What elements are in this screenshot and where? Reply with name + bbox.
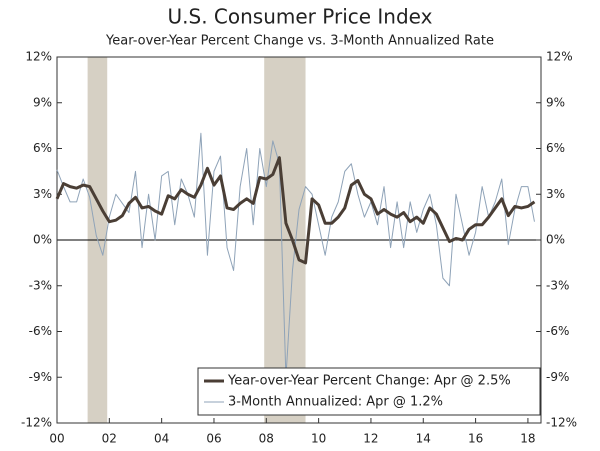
x-tick-label: 16 [468, 432, 483, 446]
x-tick-label: 06 [206, 432, 221, 446]
chart-subtitle: Year-over-Year Percent Change vs. 3-Mont… [105, 34, 494, 49]
y2-tick-label: 9% [546, 95, 565, 109]
y-tick-label: 12% [25, 50, 52, 64]
x-tick-label: 12 [363, 432, 378, 446]
y-tick-label: 0% [33, 233, 52, 247]
y-tick-label: -6% [29, 324, 52, 338]
x-tick-label: 18 [520, 432, 535, 446]
y2-tick-label: 6% [546, 141, 565, 155]
legend-label: Year-over-Year Percent Change: Apr @ 2.5… [227, 374, 511, 389]
series-line [56, 132, 535, 378]
y-tick-label: 9% [33, 95, 52, 109]
x-tick-label: 02 [102, 432, 117, 446]
y-tick-label: -3% [29, 278, 52, 292]
y-tick-label: -9% [29, 370, 52, 384]
x-tick-label: 14 [416, 432, 431, 446]
y-tick-label: -12% [21, 416, 52, 430]
legend-box [197, 367, 541, 416]
series-line [55, 156, 536, 265]
y-tick-label: 3% [33, 187, 52, 201]
y2-tick-label: 3% [546, 187, 565, 201]
y2-tick-label: -9% [546, 370, 569, 384]
x-tick-label: 00 [49, 432, 64, 446]
y2-tick-label: -12% [546, 416, 577, 430]
chart-title: U.S. Consumer Price Index [168, 5, 433, 29]
x-tick-label: 08 [259, 432, 274, 446]
plot-frame [56, 56, 542, 424]
x-tick-label: 10 [311, 432, 326, 446]
y2-tick-label: -6% [546, 324, 569, 338]
y-tick-label: 6% [33, 141, 52, 155]
legend-label: 3-Month Annualized: Apr @ 1.2% [228, 395, 443, 410]
y2-tick-label: 0% [546, 233, 565, 247]
y2-tick-label: -3% [546, 278, 569, 292]
y2-tick-label: 12% [546, 50, 573, 64]
x-tick-label: 04 [154, 432, 169, 446]
